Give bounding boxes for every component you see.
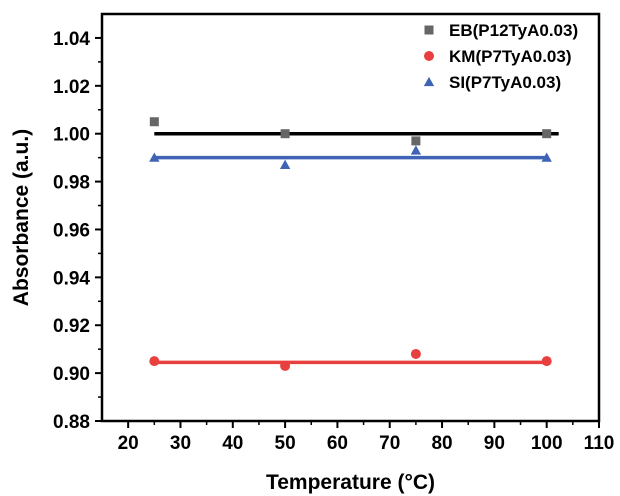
y-tick-label: 1.00 xyxy=(53,125,90,146)
x-axis-title: Temperature (°C) xyxy=(266,471,435,494)
plot-frame xyxy=(100,12,601,423)
x-tick-label: 70 xyxy=(379,433,400,454)
legend-label: SI(P7TyA0.03) xyxy=(449,73,561,92)
data-point-triangle xyxy=(149,152,160,162)
y-tick-label: 0.96 xyxy=(53,220,90,241)
y-axis-title: Absorbance (a.u.) xyxy=(10,129,33,306)
legend-marker xyxy=(424,25,434,35)
data-point-circle xyxy=(541,356,552,367)
data-point-circle xyxy=(149,356,160,367)
fit-lines xyxy=(154,131,559,365)
x-tick-label: 60 xyxy=(327,433,348,454)
legend: EB(P12TyA0.03) KM(P7TyA0.03) SI(P7TyA0.03) xyxy=(423,21,578,92)
y-tick-label: 1.04 xyxy=(53,29,90,50)
x-tick-label: 40 xyxy=(222,433,243,454)
x-tick-label: 20 xyxy=(118,433,139,454)
x-tick-label: 30 xyxy=(170,433,191,454)
legend-marker xyxy=(423,76,435,87)
x-tick-label: 90 xyxy=(484,433,505,454)
data-point-square xyxy=(149,117,159,127)
y-tick-label: 0.92 xyxy=(53,316,90,337)
data-point-triangle xyxy=(279,159,291,169)
data-point-triangle xyxy=(410,145,422,155)
y-tick-label: 1.02 xyxy=(53,77,90,98)
data-point-square xyxy=(542,129,552,139)
legend-label: EB(P12TyA0.03) xyxy=(449,21,578,40)
data-markers xyxy=(149,117,552,371)
x-tick-label: 80 xyxy=(431,433,452,454)
data-point-circle xyxy=(410,348,421,359)
y-axis: 0.88 0.90 0.92 0.94 0.96 0.98 1.00 1.02 1.04 xyxy=(53,29,102,433)
data-point-square xyxy=(280,129,290,139)
data-point-triangle xyxy=(541,152,552,162)
y-tick-label: 0.94 xyxy=(53,268,90,289)
y-tick-label: 0.90 xyxy=(53,364,90,385)
x-axis: 20 30 40 50 60 70 80 90 100 110 xyxy=(118,421,615,454)
legend-marker xyxy=(424,51,434,61)
x-tick-label: 110 xyxy=(584,433,615,454)
data-point-square xyxy=(411,136,421,146)
x-tick-label: 50 xyxy=(275,433,296,454)
y-tick-label: 0.88 xyxy=(53,412,90,433)
data-point-circle xyxy=(280,360,291,371)
y-tick-label: 0.98 xyxy=(53,173,90,194)
x-tick-label: 100 xyxy=(531,433,563,454)
legend-label: KM(P7TyA0.03) xyxy=(449,47,572,66)
